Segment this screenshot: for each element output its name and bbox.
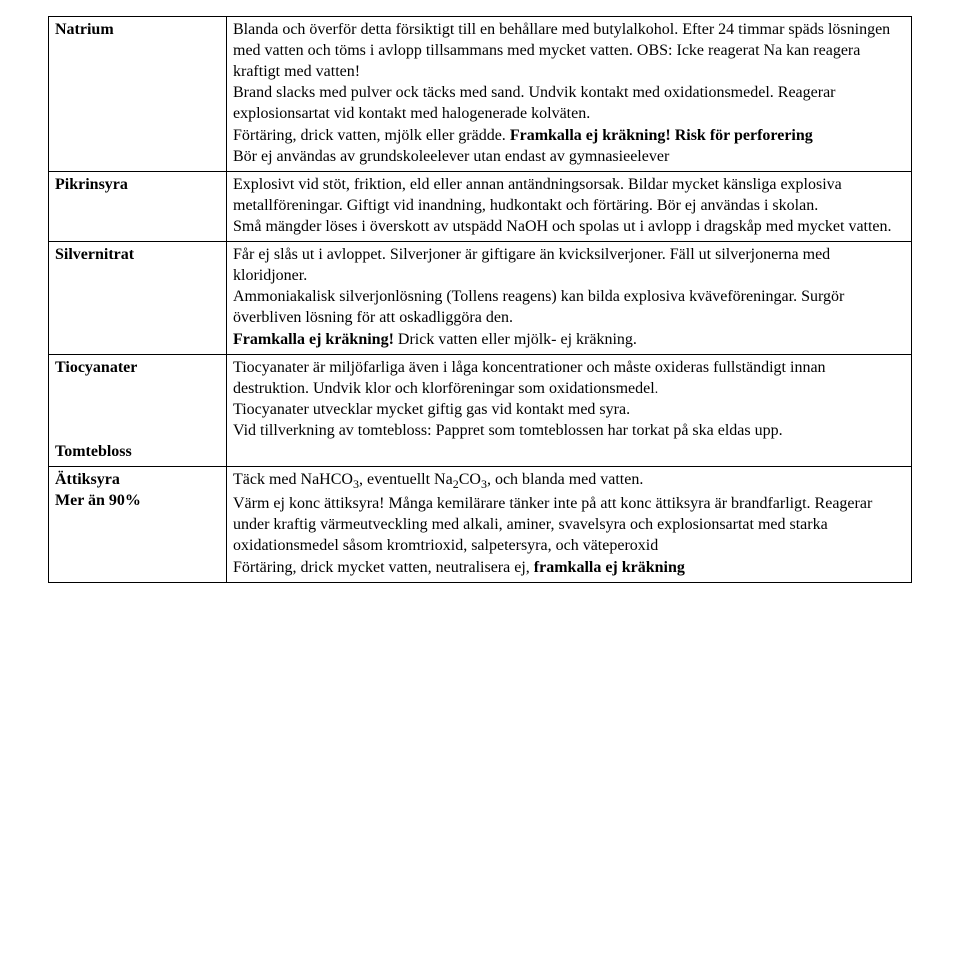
chemical-name-cell: Silvernitrat — [49, 242, 227, 355]
chemical-desc-cell: Tiocyanater är miljöfarliga även i låga … — [227, 354, 912, 467]
table-row: ÄttiksyraMer än 90% Täck med NaHCO3, eve… — [49, 467, 912, 582]
chemical-name-cell: ÄttiksyraMer än 90% — [49, 467, 227, 582]
table-row: Silvernitrat Får ej slås ut i avloppet. … — [49, 242, 912, 355]
chemical-desc-cell: Blanda och överför detta försiktigt till… — [227, 17, 912, 172]
chemical-table: Natrium Blanda och överför detta försikt… — [48, 16, 912, 583]
chemical-desc-cell: Får ej slås ut i avloppet. Silverjoner ä… — [227, 242, 912, 355]
chemical-name-cell: TiocyanaterTomtebloss — [49, 354, 227, 467]
chemical-name-cell: Natrium — [49, 17, 227, 172]
table-body: Natrium Blanda och överför detta försikt… — [49, 17, 912, 583]
chemical-desc-cell: Explosivt vid stöt, friktion, eld eller … — [227, 171, 912, 241]
table-row: Pikrinsyra Explosivt vid stöt, friktion,… — [49, 171, 912, 241]
table-row: TiocyanaterTomtebloss Tiocyanater är mil… — [49, 354, 912, 467]
document-page: Natrium Blanda och överför detta försikt… — [0, 0, 960, 615]
table-row: Natrium Blanda och överför detta försikt… — [49, 17, 912, 172]
chemical-name-cell: Pikrinsyra — [49, 171, 227, 241]
chemical-desc-cell: Täck med NaHCO3, eventuellt Na2CO3, och … — [227, 467, 912, 582]
